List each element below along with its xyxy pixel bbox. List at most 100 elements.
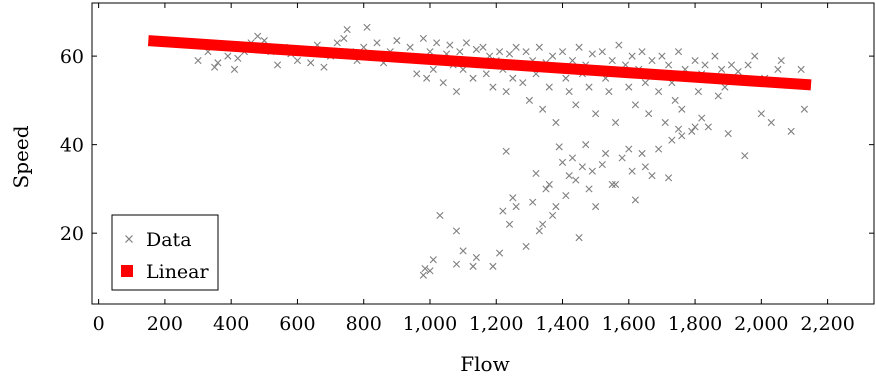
data-point — [469, 262, 477, 270]
data-point — [588, 50, 596, 58]
data-point — [744, 61, 752, 69]
data-point — [671, 96, 679, 104]
data-point — [578, 163, 586, 171]
data-point — [628, 52, 636, 60]
data-point — [724, 129, 732, 138]
data-point — [423, 74, 431, 82]
data-point — [373, 39, 381, 47]
x-tick-label: 1,800 — [668, 313, 722, 335]
data-point — [522, 48, 530, 56]
x-tick-label: 600 — [279, 313, 315, 335]
data-point — [535, 43, 543, 51]
data-point — [777, 56, 785, 65]
data-point — [562, 74, 570, 82]
data-point — [555, 143, 563, 151]
data-point — [419, 34, 427, 43]
plot-frame — [91, 2, 875, 305]
x-tick-label: 200 — [147, 313, 183, 335]
data-point — [638, 48, 646, 56]
data-point — [512, 43, 520, 51]
data-point — [648, 56, 656, 65]
data-point — [615, 41, 623, 49]
data-point — [691, 123, 699, 131]
data-point — [562, 191, 570, 200]
legend-label: Data — [146, 229, 192, 251]
data-point — [512, 203, 520, 211]
data-point — [711, 52, 719, 60]
data-point — [568, 154, 577, 162]
data-point — [625, 83, 633, 91]
data-point — [661, 118, 669, 127]
data-point — [333, 39, 341, 47]
data-point — [757, 110, 765, 118]
data-point — [625, 145, 633, 153]
data-point — [502, 147, 510, 155]
data-point — [727, 61, 736, 69]
data-point — [532, 169, 540, 178]
data-point — [714, 92, 722, 100]
data-point — [611, 180, 620, 189]
data-point — [787, 127, 795, 135]
data-point — [678, 132, 686, 140]
data-point — [548, 52, 557, 60]
data-point — [505, 50, 514, 58]
data-point — [678, 105, 686, 113]
data-point — [446, 41, 454, 49]
data-point — [320, 63, 328, 71]
data-point — [211, 63, 219, 71]
data-point — [572, 101, 580, 109]
x-tick-label: 1,400 — [535, 313, 589, 335]
data-point — [575, 234, 583, 242]
data-point — [495, 249, 504, 257]
data-point — [293, 56, 302, 65]
data-point — [774, 65, 782, 73]
data-point — [214, 59, 222, 67]
data-point — [535, 227, 543, 235]
legend-marker-data — [125, 235, 133, 243]
data-point — [224, 52, 232, 60]
data-point — [558, 48, 567, 56]
data-point — [674, 125, 683, 133]
data-point — [565, 87, 573, 96]
data-point — [489, 262, 497, 270]
data-point — [479, 43, 487, 51]
data-point — [717, 65, 726, 73]
data-point — [548, 211, 557, 220]
data-point — [631, 101, 640, 109]
series-linear — [147, 35, 812, 91]
data-point — [585, 185, 593, 193]
data-point — [406, 43, 414, 51]
axes: 0 200 400 600 800 1,000 1,200 1,400 1,600 1,800 2,… — [60, 2, 875, 335]
data-point — [734, 68, 742, 76]
data-point — [545, 83, 553, 91]
data-point — [611, 118, 620, 127]
data-point — [340, 34, 348, 43]
data-point — [704, 123, 712, 131]
data-point — [522, 242, 530, 251]
data-point — [558, 158, 567, 166]
x-tick-label: 800 — [346, 313, 382, 335]
plot-area — [147, 23, 812, 279]
data-point — [664, 61, 673, 69]
data-point — [767, 118, 775, 127]
legend-box — [111, 214, 219, 291]
data-point — [343, 25, 351, 34]
data-point — [618, 154, 626, 162]
data-point — [230, 65, 239, 73]
data-point — [655, 145, 663, 153]
y-tick-label: 20 — [60, 223, 84, 245]
data-point — [691, 56, 699, 65]
data-point — [421, 264, 429, 273]
data-point — [363, 23, 371, 31]
data-point — [592, 203, 600, 211]
data-point — [499, 207, 507, 215]
series-data — [194, 23, 809, 279]
x-tick-label: 400 — [213, 313, 249, 335]
data-point — [426, 267, 434, 275]
y-axis-label: Speed — [9, 125, 33, 188]
data-point — [641, 79, 649, 87]
data-point — [608, 56, 616, 65]
data-point — [628, 167, 636, 175]
data-point — [698, 114, 706, 122]
